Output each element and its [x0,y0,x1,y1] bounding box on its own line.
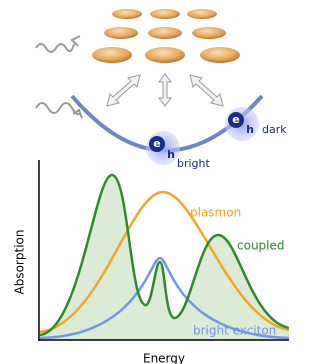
electron-label: e [232,113,239,126]
nanodisk [200,47,240,63]
dark-exciton: e h dark [225,107,287,141]
double-arrow [159,74,171,106]
nanodisk [187,9,217,19]
nanodisk [150,9,180,19]
curve-label: plasmon [190,206,241,220]
page: {"excitons": [ {"electron": "e", "hole":… [0,0,320,364]
y-axis-label: Absorption [13,230,27,295]
curve-label: bright exciton [193,324,276,338]
curve-label: coupled [237,239,285,253]
nanodisk [92,47,132,63]
nanodisk [192,27,226,39]
exciton-label: dark [262,123,287,136]
x-axis-label: Energy [143,352,185,364]
electron-label: e [153,137,160,150]
figure: e h bright e h dark plasmon coupled brig… [0,0,289,364]
coupled-fill [40,175,289,340]
nanodisk [145,47,185,63]
light-wave [36,44,74,52]
nanodisk-array [92,9,240,63]
double-arrow [107,75,140,106]
nanodisk [112,9,142,19]
absorption-plot: plasmon coupled bright exciton Absorptio… [13,160,290,364]
nanodisk [148,27,182,39]
bright-exciton: e h bright [146,131,211,170]
nanodisk [104,27,138,39]
hole-label: h [167,148,175,161]
coupling-arrows [107,74,223,106]
double-arrow [190,75,223,106]
exciton-label: bright [177,157,211,170]
hole-label: h [246,123,254,136]
